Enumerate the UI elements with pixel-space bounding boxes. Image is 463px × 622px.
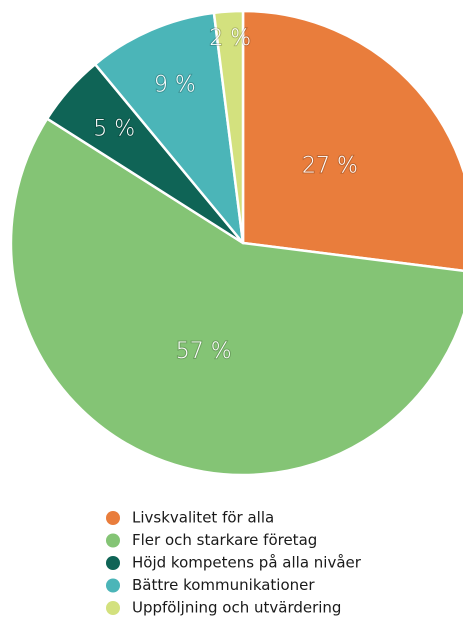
pie-slice (212, 9, 245, 245)
slice-label: 9 % (154, 72, 196, 97)
legend-swatch (106, 601, 120, 615)
legend-label: Livskvalitet för alla (132, 509, 274, 527)
slice-label: 2 % (209, 26, 251, 51)
legend-swatch (106, 533, 120, 548)
legend-label: Fler och starkare företag (132, 531, 317, 549)
slice-label: 27 % (302, 153, 358, 178)
pie-slice (241, 9, 463, 273)
pie-slice (9, 117, 463, 477)
legend-label: Uppföljning och utvärdering (132, 599, 341, 617)
legend-label: Höjd kompetens på alla nivåer (132, 554, 362, 572)
slice-label: 5 % (93, 116, 135, 141)
slice-label: 57 % (176, 339, 232, 364)
pie-slice (93, 11, 245, 245)
legend-swatch (106, 578, 120, 593)
legend-swatch (106, 556, 120, 570)
legend-swatch (106, 511, 120, 525)
legend-label: Bättre kommunikationer (132, 576, 315, 594)
